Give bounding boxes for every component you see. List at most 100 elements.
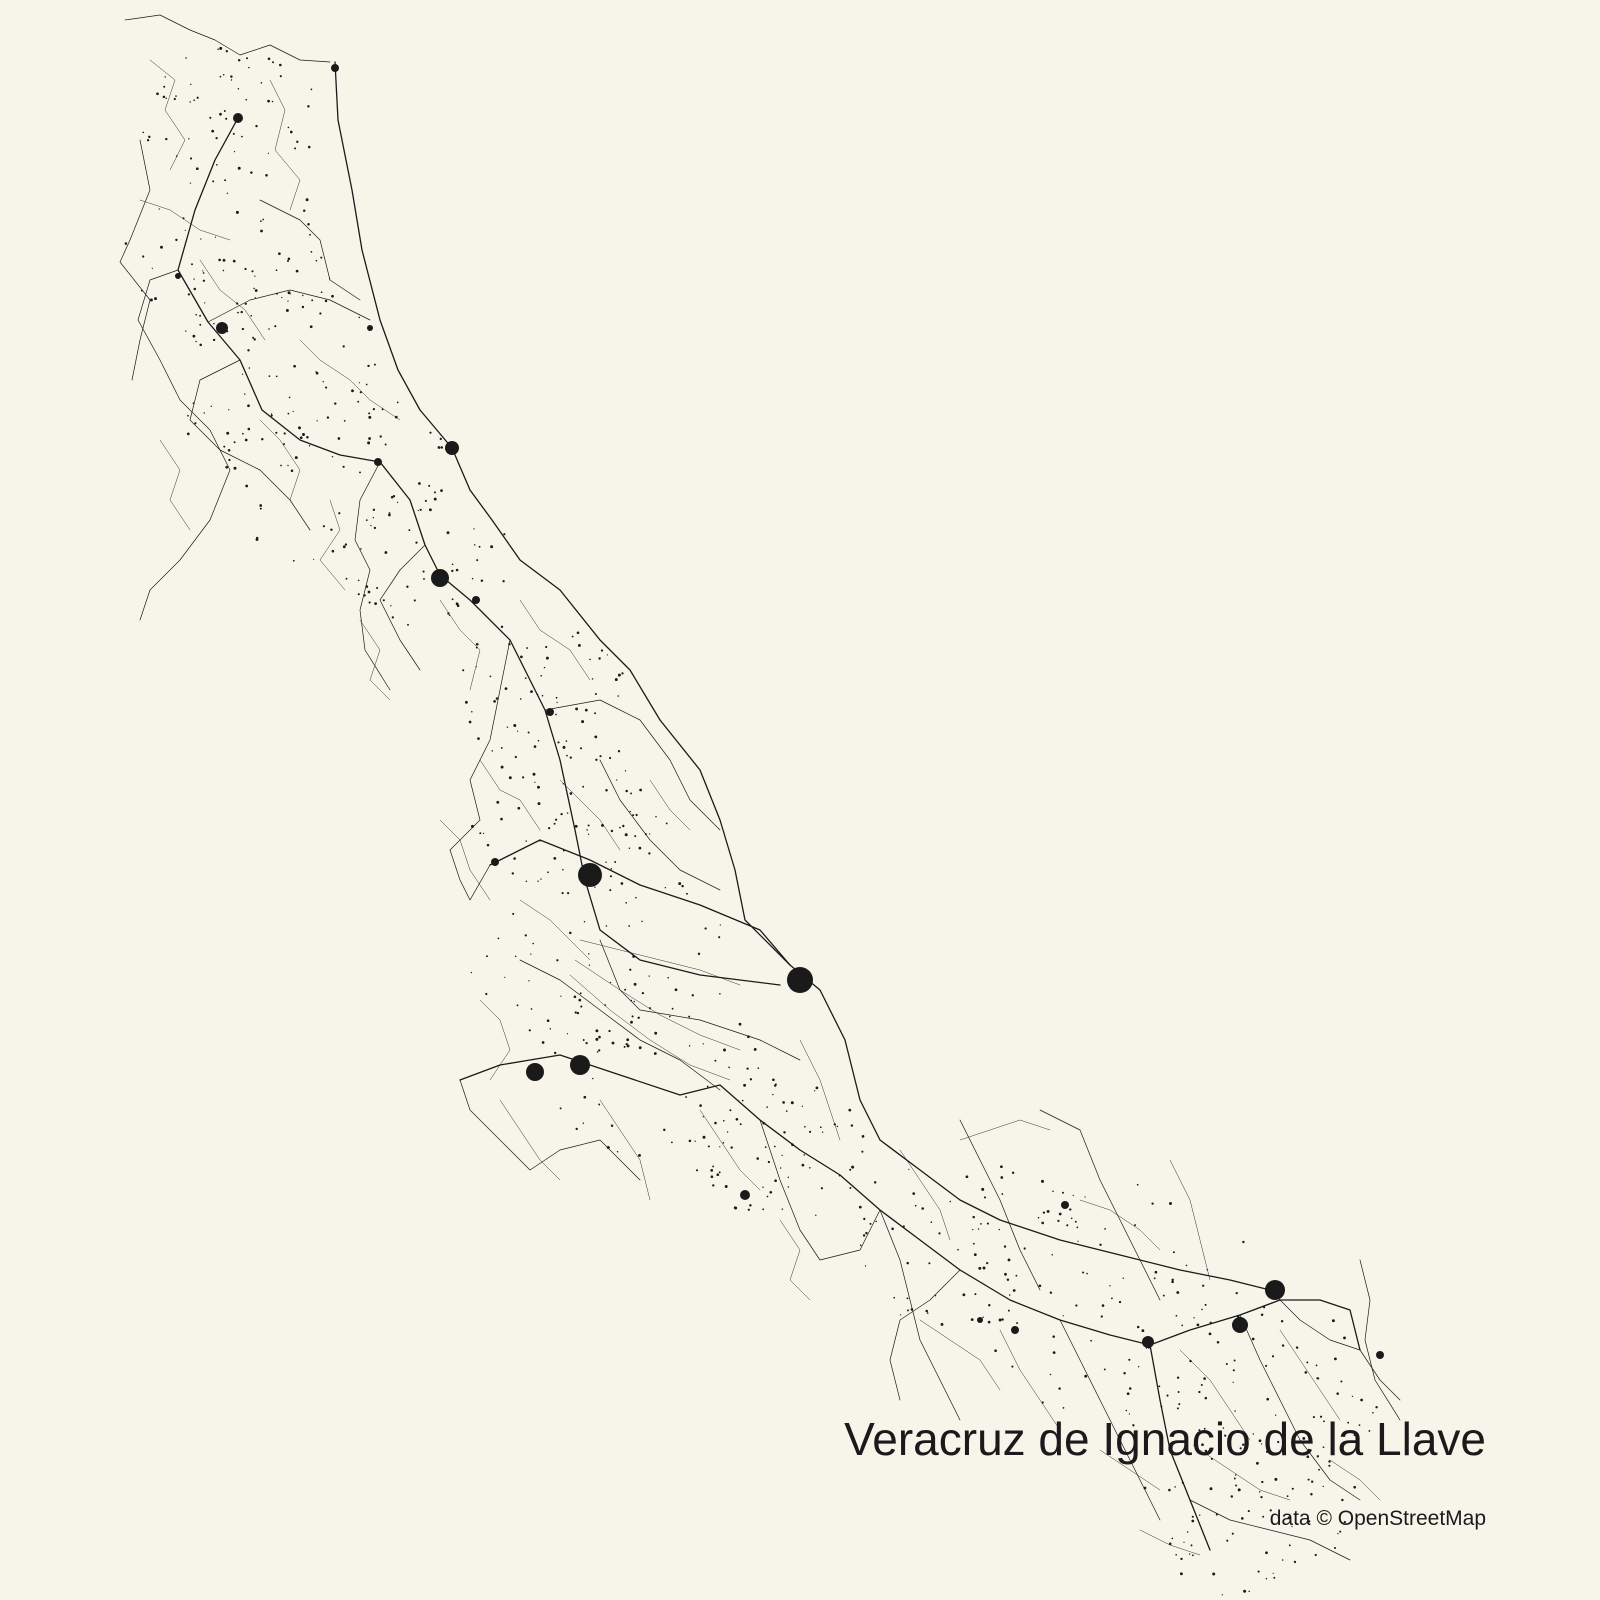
settlement-dot [819,1126,822,1129]
settlement-dot [553,1051,557,1055]
settlement-dot [1084,1196,1086,1198]
settlement-dot [1046,1209,1050,1213]
settlement-dot [433,497,437,501]
settlement-dot [228,409,230,411]
settlement-dot [1016,1322,1019,1325]
settlement-dot [767,1160,771,1164]
settlement-dot [1334,1357,1337,1361]
settlement-dot [512,912,515,915]
settlement-dot [219,75,222,78]
settlement-dot [222,73,225,76]
settlement-dot [560,995,562,997]
major-highways [177,61,1361,1551]
settlement-dot [214,236,217,238]
settlement-dot [611,1041,615,1045]
settlement-dot [503,533,506,536]
settlement-dot [1041,1401,1044,1404]
settlement-dot [851,1165,855,1169]
settlement-dot [527,731,530,734]
settlement-dot [957,1248,959,1251]
settlement-dot [406,585,409,588]
settlement-dot [309,233,311,236]
settlement-dot [1306,1455,1310,1459]
settlement-dot [595,758,598,761]
settlement-dot [873,1181,877,1184]
settlement-dot [718,1171,721,1174]
settlement-dot [1181,1481,1184,1484]
settlement-dot [981,1187,985,1191]
settlement-dot [1041,1221,1045,1225]
settlement-dot [1001,1193,1004,1195]
settlement-dot [1051,1254,1053,1256]
settlement-dot [739,1123,742,1126]
settlement-dot [938,1232,941,1235]
settlement-dot [187,293,191,296]
settlement-dot [142,255,145,258]
settlement-dot [622,824,625,828]
settlement-dot [530,1008,533,1010]
settlement-dot [1239,1447,1242,1450]
settlement-dot [641,991,645,995]
settlement-dot [482,832,485,835]
settlement-dot [294,147,297,150]
settlement-dot [407,623,409,626]
settlement-dot [575,707,579,711]
settlement-dot [617,673,621,677]
settlement-dot [1007,1309,1010,1312]
settlement-dot [595,1037,599,1041]
settlement-dot [1006,1278,1010,1282]
settlement-dot [241,327,245,331]
settlement-dot [791,1143,794,1147]
settlement-dot [648,833,651,835]
settlement-dot [315,371,319,375]
settlement-dot [648,975,650,977]
settlement-dot [373,363,376,366]
settlement-dot [473,544,476,546]
settlement-dot [254,275,256,277]
settlement-dot [714,1059,717,1062]
settlement-dot [437,446,441,449]
settlement-dot [970,1318,974,1321]
settlement-dot [625,1042,628,1046]
settlement-dot [875,1220,877,1223]
settlement-dot [447,612,450,615]
settlement-dot [863,1217,866,1221]
settlement-dot [322,381,324,383]
settlement-dot [476,559,479,562]
settlement-dot [240,310,243,314]
settlement-dot [245,57,249,60]
settlement-dot [175,155,178,157]
settlement-dot [908,1168,910,1170]
settlement-dot [1198,1429,1201,1432]
settlement-dot [595,869,598,873]
settlement-dot [237,311,239,314]
settlement-dot [1162,1294,1165,1297]
settlement-dot [1307,1478,1310,1481]
settlement-dot [210,405,213,408]
settlement-dot [1052,1351,1056,1354]
settlement-dot [833,1123,836,1126]
settlement-dot [270,413,273,415]
settlement-dot [252,336,255,339]
settlement-dot [232,132,235,135]
settlement-dot [688,1015,691,1018]
settlement-dot [187,414,189,417]
settlement-dot [390,495,394,499]
settlement-dot [1258,1439,1262,1443]
settlement-dot [1126,1392,1130,1396]
settlement-dot [1265,1450,1269,1453]
settlement-dot [624,988,627,991]
settlement-dot [237,87,240,90]
settlement-dot [376,586,379,590]
settlement-dot [747,1035,750,1039]
settlement-dot [1232,1381,1234,1384]
settlement-dot [160,245,163,249]
settlement-dot [1353,1485,1356,1489]
settlement-dot [749,1078,753,1081]
settlement-dot [226,192,229,195]
settlement-dot [533,745,537,748]
settlement-dot [528,1029,531,1032]
settlement-dot [549,1028,552,1030]
settlement-dot [185,330,187,332]
settlement-dot [292,410,294,413]
